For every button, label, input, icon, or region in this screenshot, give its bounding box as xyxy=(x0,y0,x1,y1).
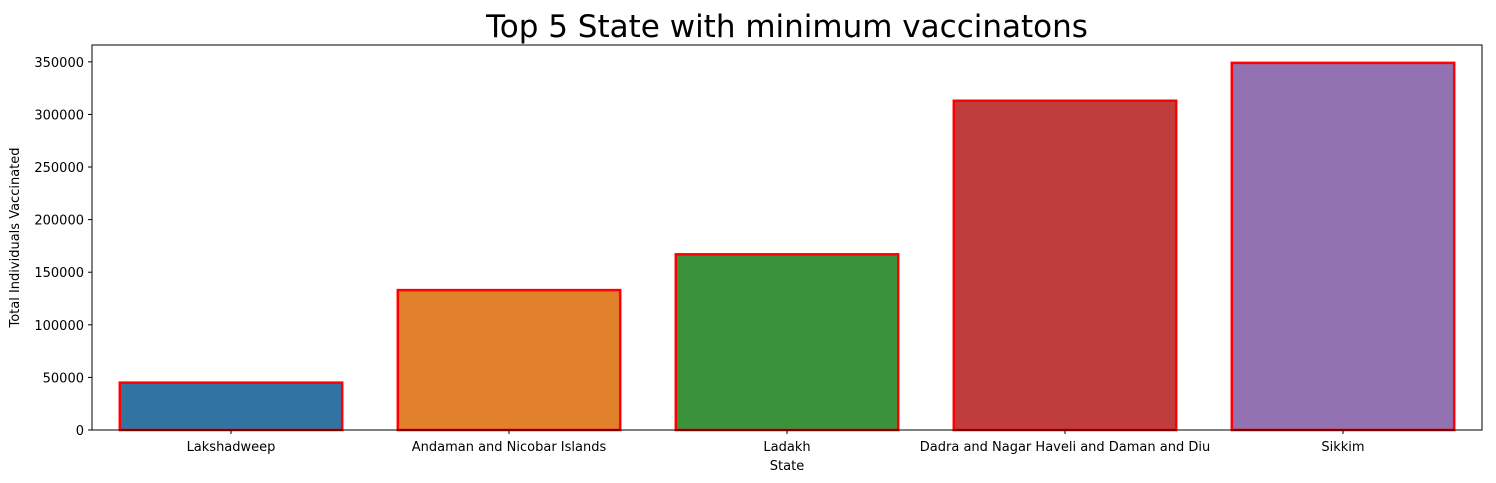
x-axis-ticks: Lakshadweep Andaman and Nicobar Islands La… xyxy=(187,430,1365,455)
y-tick-label: 300000 xyxy=(34,108,84,123)
bar-sikkim xyxy=(1230,61,1456,432)
y-tick-label: 250000 xyxy=(34,161,84,176)
x-tick-label: Ladakh xyxy=(763,440,810,455)
plot-frame xyxy=(91,44,1483,431)
x-tick-label: Sikkim xyxy=(1321,440,1364,455)
bar-andaman-and-nicobar-islands xyxy=(396,288,622,432)
chart-title: Top 5 State with minimum vaccinatons xyxy=(485,9,1088,45)
bars-group xyxy=(118,61,1456,432)
bar-lakshadweep xyxy=(118,381,344,432)
x-tick-label: Dadra and Nagar Haveli and Daman and Diu xyxy=(920,440,1210,455)
y-tick-label: 100000 xyxy=(34,319,84,334)
x-axis-label: State xyxy=(770,459,804,474)
y-tick-label: 350000 xyxy=(34,56,84,71)
bar-ladakh xyxy=(674,253,900,432)
bar-dadra-and-nagar-haveli-and-daman-and-diu xyxy=(952,99,1178,432)
y-axis-label: Total Individuals Vaccinated xyxy=(8,147,23,328)
y-tick-label: 50000 xyxy=(43,371,84,386)
x-tick-label: Lakshadweep xyxy=(187,440,276,455)
x-tick-label: Andaman and Nicobar Islands xyxy=(412,440,607,455)
y-tick-label: 200000 xyxy=(34,214,84,229)
y-tick-label: 0 xyxy=(76,424,84,439)
y-axis-ticks: 0 50000 100000 150000 200000 250000 300000 3500… xyxy=(34,56,92,439)
y-tick-label: 150000 xyxy=(34,266,84,281)
